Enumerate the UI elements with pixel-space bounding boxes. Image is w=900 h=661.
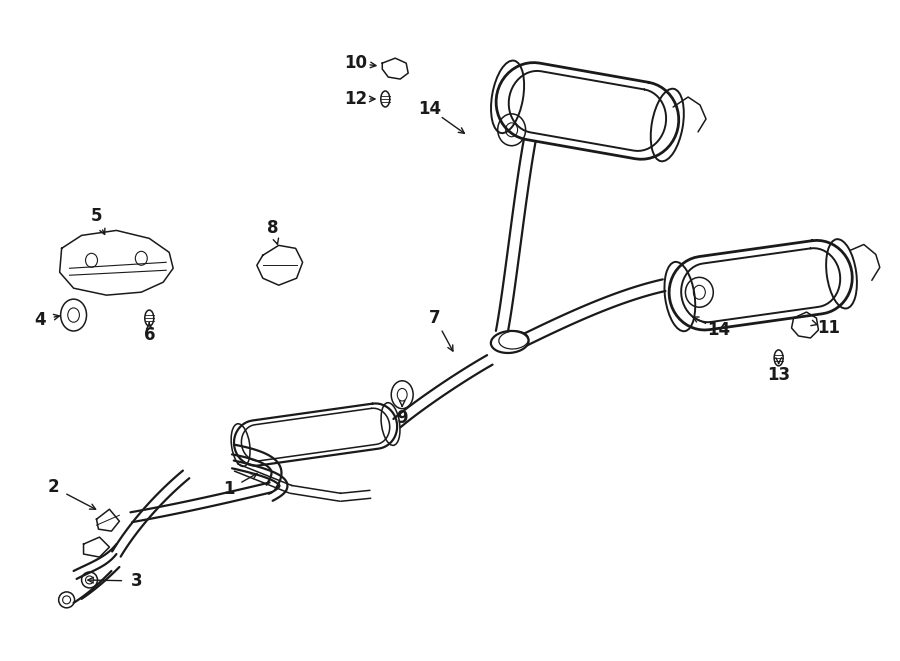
Text: 5: 5 <box>91 208 103 225</box>
Text: 2: 2 <box>48 479 59 496</box>
Ellipse shape <box>491 331 528 353</box>
Text: 8: 8 <box>267 219 278 237</box>
Text: 11: 11 <box>817 319 840 337</box>
Text: 14: 14 <box>707 321 731 339</box>
Text: 3: 3 <box>130 572 142 590</box>
Text: 10: 10 <box>344 54 367 72</box>
Text: 14: 14 <box>418 100 442 118</box>
Text: 13: 13 <box>767 366 790 384</box>
Text: 1: 1 <box>223 481 235 498</box>
Text: 12: 12 <box>344 90 367 108</box>
Text: 7: 7 <box>429 309 441 327</box>
Text: 6: 6 <box>143 326 155 344</box>
Text: 4: 4 <box>34 311 46 329</box>
Text: 9: 9 <box>396 408 408 426</box>
